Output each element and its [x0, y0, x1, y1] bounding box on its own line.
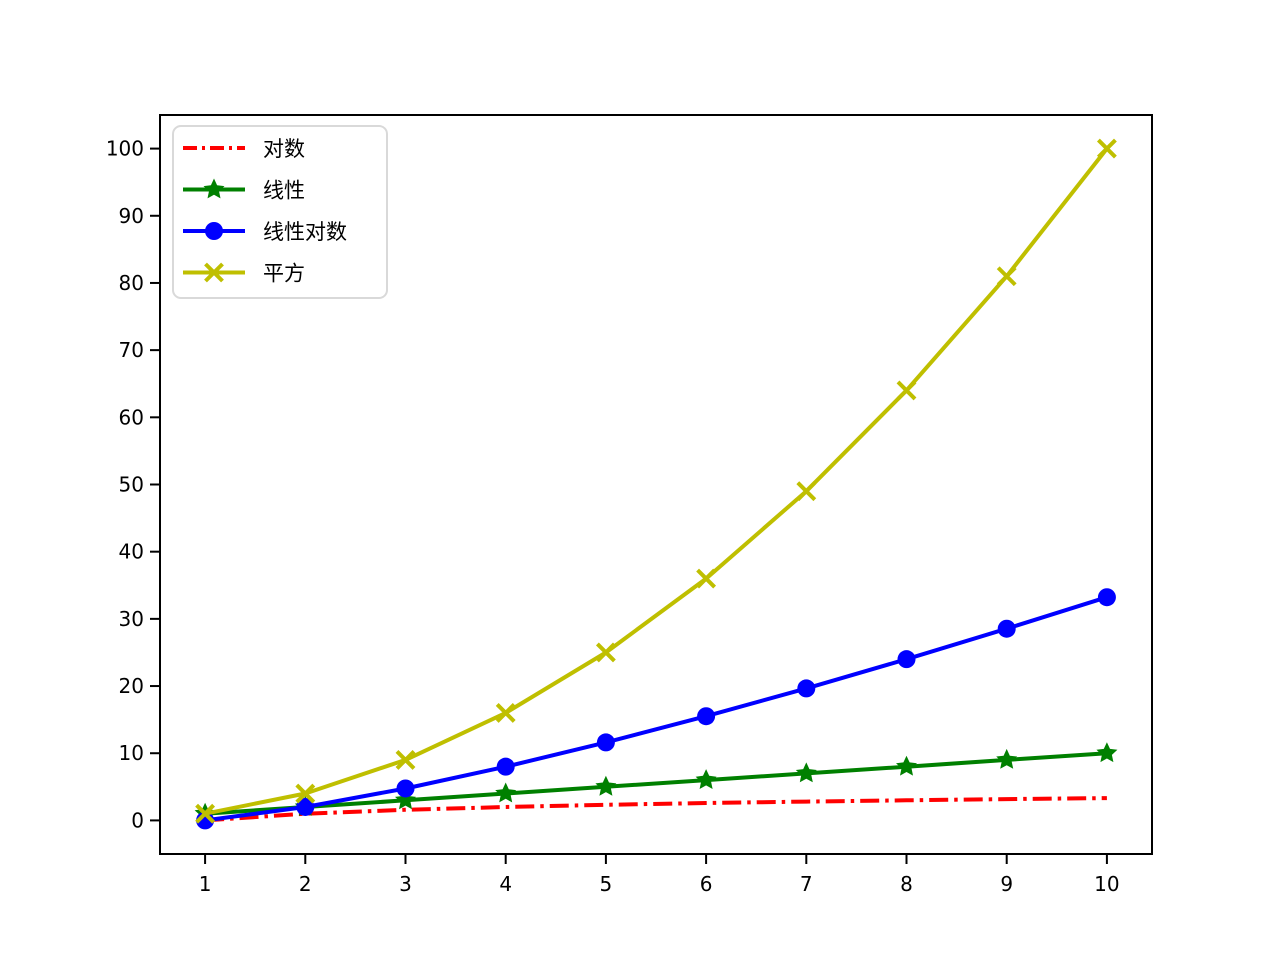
x-tick-label: 5: [600, 872, 613, 896]
data-point-marker-square: [696, 568, 717, 589]
data-point-marker-linear: [795, 762, 817, 783]
y-tick-label: 10: [119, 741, 144, 765]
data-point-marker-legend-linear: [203, 178, 225, 199]
legend-label-square: 平方: [263, 262, 305, 286]
data-point-marker-linear: [996, 748, 1018, 769]
series-log: [204, 796, 1107, 823]
data-point-marker-square: [796, 481, 817, 502]
data-point-marker-linear: [495, 782, 517, 803]
x-tick-label: 10: [1094, 872, 1119, 896]
data-point-marker-nlogn: [697, 707, 716, 726]
data-point-marker-nlogn: [496, 757, 515, 776]
data-point-marker-square: [295, 783, 316, 804]
data-point-marker-square: [996, 266, 1017, 287]
x-tick-label: 4: [499, 872, 512, 896]
data-point-marker-linear: [1096, 742, 1118, 763]
data-point-marker-nlogn: [997, 619, 1016, 638]
x-tick-label: 8: [900, 872, 913, 896]
data-point-marker-legend-nlogn: [205, 222, 223, 240]
data-point-marker-square: [195, 803, 216, 824]
data-point-marker-square: [395, 750, 416, 770]
data-point-marker-nlogn: [596, 733, 615, 752]
y-tick-label: 0: [131, 808, 144, 832]
data-point-marker-square: [495, 703, 516, 723]
legend-box: [172, 125, 388, 299]
y-tick-label: 30: [119, 607, 144, 631]
y-tick-label: 100: [106, 137, 144, 161]
series-line-nlogn: [204, 595, 1108, 823]
series-line-linear: [204, 751, 1108, 816]
series-nlogn: [196, 588, 1116, 830]
series-line-square: [204, 147, 1109, 816]
legend-item-log: 对数: [183, 137, 305, 161]
legend-label-log: 对数: [263, 137, 305, 161]
x-tick-label: 2: [299, 872, 312, 896]
y-tick-label: 40: [119, 540, 144, 564]
data-point-marker-linear: [896, 755, 917, 776]
data-point-marker-linear: [395, 789, 416, 810]
data-point-marker-linear: [595, 775, 617, 796]
data-point-marker-linear: [695, 769, 717, 789]
data-point-marker-legend-square: [204, 262, 224, 283]
x-tick-label: 6: [700, 872, 713, 896]
data-point-marker-nlogn: [797, 679, 816, 698]
legend-label-nlogn: 线性对数: [263, 220, 347, 244]
x-tick-label: 3: [399, 872, 412, 896]
data-point-marker-square: [1096, 138, 1117, 159]
y-tick-label: 70: [119, 338, 144, 362]
series-line-log: [204, 796, 1107, 823]
data-point-marker-nlogn: [897, 650, 916, 669]
legend-label-linear: 线性: [263, 179, 305, 203]
x-tick-label: 7: [800, 872, 813, 896]
legend-item-linear: 线性: [183, 178, 305, 203]
y-tick-label: 20: [119, 674, 144, 698]
y-tick-label: 80: [119, 271, 144, 295]
x-tick-label: 9: [1000, 872, 1013, 896]
legend-item-square: 平方: [183, 262, 305, 286]
x-tick-label: 1: [199, 872, 212, 896]
series-square: [195, 138, 1117, 824]
data-point-marker-square: [896, 380, 917, 401]
data-point-marker-nlogn: [396, 779, 415, 798]
y-tick-label: 50: [119, 473, 144, 497]
data-point-marker-square: [595, 642, 616, 663]
data-point-marker-nlogn: [1097, 588, 1116, 607]
y-tick-label: 60: [119, 405, 144, 429]
legend-item-nlogn: 线性对数: [183, 220, 347, 244]
data-point-marker-nlogn: [296, 797, 315, 816]
y-tick-label: 90: [119, 204, 144, 228]
